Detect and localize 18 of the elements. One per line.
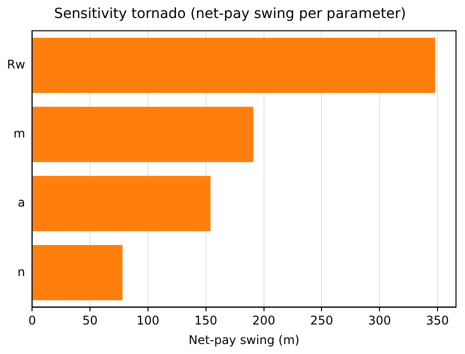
bar [32,38,436,93]
bar [32,176,210,232]
x-tick-label: 200 [252,314,276,328]
x-tick-label: 150 [194,314,218,328]
x-axis-title: Net-pay swing (m) [188,332,300,347]
chart-title: Sensitivity tornado (net-pay swing per parameter) [54,6,406,22]
y-tick-label: n [18,264,26,279]
x-tick-label: 350 [426,314,449,328]
x-tick-label: 50 [82,314,98,328]
x-tick-label: 300 [368,314,392,328]
bar [32,106,254,162]
y-tick-label: m [13,126,26,141]
x-tick-label: 0 [28,314,36,328]
y-tick-label: a [18,196,26,210]
y-tick-label: Rw [6,57,26,72]
x-tick-label: 100 [136,314,160,328]
bar [32,245,122,300]
x-tick-label: 250 [310,314,334,328]
